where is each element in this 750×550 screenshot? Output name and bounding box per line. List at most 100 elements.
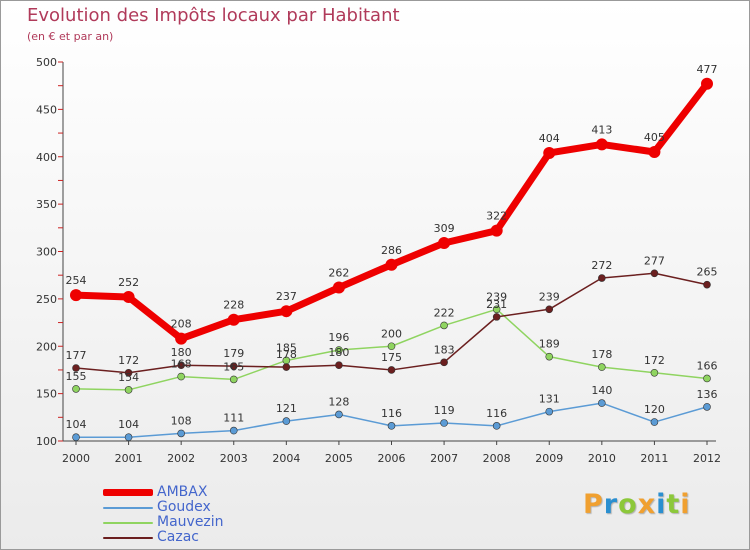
data-label-ambax: 237 bbox=[276, 290, 297, 303]
brand-letter: r bbox=[603, 489, 619, 520]
data-label-ambax: 208 bbox=[171, 318, 192, 331]
data-label-ambax: 254 bbox=[66, 274, 87, 287]
data-label-goudex: 140 bbox=[591, 384, 612, 397]
data-point-mauvezin bbox=[545, 352, 554, 361]
y-tick-label: 150 bbox=[36, 388, 57, 401]
data-label-mauvezin: 200 bbox=[381, 327, 402, 340]
data-label-goudex: 119 bbox=[434, 404, 455, 417]
data-label-cazac: 177 bbox=[66, 349, 87, 362]
data-point-cazac bbox=[545, 305, 554, 314]
x-tick-label: 2009 bbox=[535, 452, 563, 465]
data-point-goudex bbox=[282, 417, 291, 425]
data-label-cazac: 239 bbox=[539, 290, 560, 303]
brand-letter: P bbox=[583, 489, 604, 520]
data-label-cazac: 277 bbox=[644, 254, 665, 267]
data-label-goudex: 121 bbox=[276, 402, 297, 415]
x-tick-label: 2011 bbox=[640, 452, 668, 465]
data-label-ambax: 477 bbox=[697, 63, 718, 76]
data-point-goudex bbox=[124, 433, 133, 442]
data-point-goudex bbox=[545, 407, 554, 416]
x-tick-label: 2003 bbox=[220, 452, 248, 465]
legend-label-cazac: Cazac bbox=[157, 529, 199, 545]
x-tick-label: 2006 bbox=[378, 452, 406, 465]
data-point-goudex bbox=[335, 410, 343, 419]
data-label-goudex: 116 bbox=[381, 407, 402, 420]
data-point-goudex bbox=[440, 419, 448, 427]
data-point-mauvezin bbox=[598, 363, 606, 371]
x-tick-label: 2004 bbox=[272, 452, 300, 465]
y-tick-label: 200 bbox=[36, 340, 57, 353]
data-point-mauvezin bbox=[229, 375, 238, 384]
data-point-goudex bbox=[229, 426, 238, 435]
data-label-ambax: 322 bbox=[486, 210, 507, 223]
legend-swatch-mauvezin bbox=[103, 522, 153, 524]
data-point-ambax bbox=[648, 146, 661, 159]
brand-letter: i bbox=[656, 489, 667, 520]
x-tick-label: 2012 bbox=[693, 452, 721, 465]
data-label-cazac: 172 bbox=[118, 354, 139, 367]
data-label-mauvezin: 239 bbox=[486, 290, 507, 303]
data-label-cazac: 180 bbox=[328, 346, 349, 359]
y-tick-label: 300 bbox=[36, 246, 57, 259]
x-tick-label: 2005 bbox=[325, 452, 353, 465]
y-tick-label: 250 bbox=[36, 293, 57, 306]
data-point-ambax bbox=[385, 258, 398, 271]
data-labels: 104 104 108 111 121 128 116 119 116 131 140 120 136 1… bbox=[66, 63, 718, 431]
data-label-mauvezin: 155 bbox=[66, 370, 87, 383]
data-point-goudex bbox=[387, 422, 396, 430]
brand-letter: i bbox=[680, 489, 691, 520]
legend-swatch-ambax bbox=[103, 489, 153, 496]
data-point-ambax bbox=[122, 290, 135, 303]
data-point-goudex bbox=[72, 433, 80, 442]
data-point-mauvezin bbox=[440, 321, 448, 330]
data-point-ambax bbox=[701, 77, 713, 90]
data-label-cazac: 265 bbox=[697, 266, 718, 279]
data-label-goudex: 116 bbox=[486, 407, 507, 420]
x-tick-label: 2002 bbox=[167, 452, 195, 465]
data-point-ambax bbox=[332, 281, 345, 294]
brand-logo: Proxiti bbox=[583, 489, 691, 520]
data-point-cazac bbox=[177, 361, 185, 370]
data-point-ambax bbox=[175, 332, 188, 345]
legend-label-mauvezin: Mauvezin bbox=[157, 514, 224, 530]
data-point-mauvezin bbox=[387, 342, 396, 351]
data-label-cazac: 272 bbox=[591, 259, 612, 272]
data-label-mauvezin: 154 bbox=[118, 371, 139, 384]
x-tick-label: 2008 bbox=[483, 452, 511, 465]
data-label-cazac: 178 bbox=[276, 348, 297, 361]
data-label-ambax: 262 bbox=[328, 267, 349, 280]
data-point-goudex bbox=[598, 399, 606, 407]
data-label-cazac: 175 bbox=[381, 351, 402, 364]
data-label-ambax: 405 bbox=[644, 131, 665, 144]
data-point-goudex bbox=[650, 418, 659, 426]
data-point-cazac bbox=[492, 313, 501, 321]
data-point-ambax bbox=[227, 313, 240, 326]
y-tick-label: 400 bbox=[36, 151, 57, 164]
data-label-ambax: 413 bbox=[591, 123, 612, 136]
x-tick-label: 2007 bbox=[430, 452, 458, 465]
data-point-mauvezin bbox=[650, 368, 659, 377]
data-label-ambax: 309 bbox=[434, 222, 455, 235]
brand-letter: o bbox=[618, 489, 638, 520]
data-point-ambax bbox=[70, 289, 82, 302]
data-label-cazac: 180 bbox=[171, 346, 192, 359]
brand-letter: t bbox=[666, 489, 681, 520]
y-tick-label: 350 bbox=[36, 198, 57, 211]
data-label-mauvezin: 178 bbox=[591, 348, 612, 361]
chart-title: Evolution des Impôts locaux par Habitant bbox=[27, 5, 400, 26]
brand-letter: x bbox=[637, 489, 657, 520]
data-point-cazac bbox=[650, 269, 659, 278]
data-label-mauvezin: 185 bbox=[276, 341, 297, 354]
x-tick-label: 2001 bbox=[115, 452, 143, 465]
data-label-ambax: 286 bbox=[381, 244, 402, 257]
series-lines bbox=[70, 77, 713, 442]
y-tick-label: 450 bbox=[36, 103, 57, 116]
data-point-cazac bbox=[72, 364, 80, 372]
data-label-mauvezin: 189 bbox=[539, 338, 560, 351]
data-label-ambax: 252 bbox=[118, 276, 139, 289]
data-point-goudex bbox=[177, 429, 185, 438]
data-label-cazac: 179 bbox=[223, 347, 244, 360]
y-tick-label: 500 bbox=[36, 56, 57, 69]
